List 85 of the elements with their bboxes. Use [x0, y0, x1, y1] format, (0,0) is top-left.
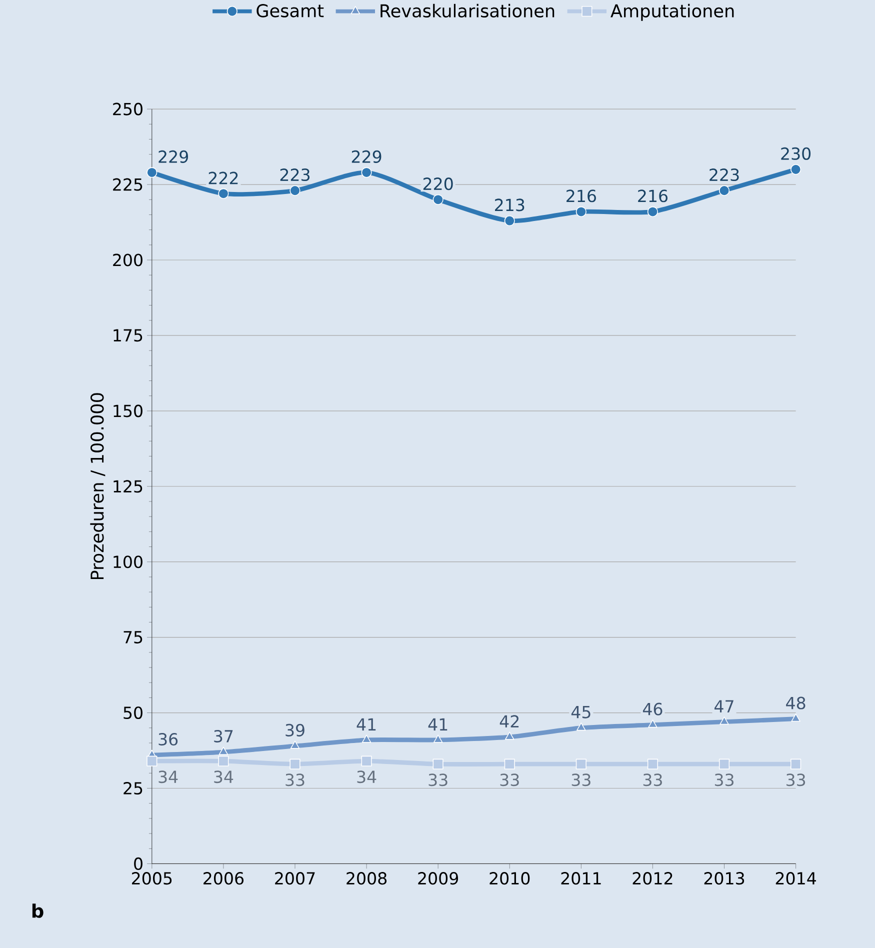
- legend-label: Revaskularisationen: [380, 4, 554, 18]
- text: b: [32, 904, 44, 918]
- y-tick-label: 25: [124, 782, 142, 795]
- point: [718, 758, 730, 770]
- y-tick-label: 50: [124, 706, 142, 720]
- x-tick-label: 2005: [132, 872, 172, 885]
- point: [218, 746, 228, 755]
- legend-label: Amputationen: [610, 4, 734, 21]
- point: [218, 756, 229, 766]
- x-tick-label: 2011: [561, 872, 601, 885]
- point: [790, 164, 802, 175]
- data-label: 34: [357, 770, 376, 784]
- data-label: 33: [643, 774, 662, 786]
- data-label: 33: [786, 774, 805, 786]
- data-label: 39: [286, 724, 304, 736]
- data-label: 42: [500, 715, 518, 728]
- data-label: 229: [158, 150, 188, 163]
- data-label: 34: [158, 770, 178, 784]
- data-label: 46: [642, 702, 662, 716]
- data-label: 213: [494, 198, 524, 212]
- point: [432, 758, 444, 770]
- data-label: 229: [352, 150, 382, 163]
- data-label: 34: [214, 770, 233, 784]
- y-tick-label: 225: [112, 178, 142, 191]
- x-tick-label: 2010: [490, 872, 530, 885]
- point: [433, 734, 443, 743]
- point: [647, 206, 658, 217]
- y-tick-label: 75: [124, 631, 142, 644]
- point: [790, 758, 802, 770]
- data-label: 45: [571, 706, 590, 718]
- x-tick-label: 2007: [274, 872, 315, 885]
- x-tick-label: 2008: [346, 872, 386, 885]
- point: [576, 758, 586, 770]
- point: [146, 167, 158, 178]
- data-label: 48: [786, 696, 806, 710]
- point: [361, 756, 372, 766]
- legend-label: Gesamt: [256, 4, 324, 18]
- data-label: 47: [714, 700, 734, 712]
- data-label: 216: [566, 190, 596, 202]
- data-label: 223: [710, 168, 739, 182]
- point: [791, 714, 800, 722]
- point: [648, 720, 658, 728]
- data-label: 33: [572, 774, 590, 786]
- point: [718, 185, 730, 196]
- x-tick-label: 2013: [704, 872, 744, 885]
- point: [576, 722, 586, 731]
- point: [647, 758, 658, 770]
- y-tick-label: 250: [112, 102, 142, 116]
- data-label: 37: [214, 730, 232, 743]
- point: [218, 188, 229, 199]
- y-tick-label: 175: [114, 329, 142, 342]
- y-axis-title: Prozeduren / 100.000: [90, 393, 106, 580]
- point: [576, 206, 586, 217]
- y-tick-label: 0: [134, 857, 142, 870]
- point: [504, 758, 515, 770]
- point: [504, 732, 514, 740]
- x-tick-label: 2006: [203, 872, 244, 885]
- data-label: 220: [423, 178, 453, 190]
- point: [290, 758, 300, 770]
- y-tick-label: 125: [114, 480, 142, 493]
- y-tick-label: 150: [114, 404, 142, 418]
- data-label: 33: [286, 774, 304, 786]
- point: [720, 716, 729, 725]
- x-tick-label: 2012: [632, 872, 672, 885]
- data-label: 216: [638, 190, 668, 202]
- point: [290, 740, 300, 749]
- x-tick-label: 2009: [418, 872, 458, 885]
- point: [362, 734, 372, 743]
- point: [504, 215, 515, 226]
- y-tick-label: 100: [114, 556, 142, 568]
- data-label: 222: [208, 172, 238, 184]
- data-label: 33: [714, 774, 734, 786]
- point: [361, 167, 372, 178]
- point: [146, 756, 158, 766]
- data-label: 36: [158, 732, 178, 746]
- point: [432, 194, 444, 205]
- data-label: 33: [500, 774, 519, 786]
- data-label: 223: [280, 168, 310, 182]
- data-label: 41: [356, 718, 376, 730]
- data-label: 33: [428, 774, 448, 786]
- x-tick-label: 2014: [776, 872, 816, 885]
- data-label: 230: [781, 147, 810, 160]
- point: [290, 185, 300, 196]
- y-tick-label: 200: [112, 254, 142, 266]
- data-label: 41: [428, 718, 448, 730]
